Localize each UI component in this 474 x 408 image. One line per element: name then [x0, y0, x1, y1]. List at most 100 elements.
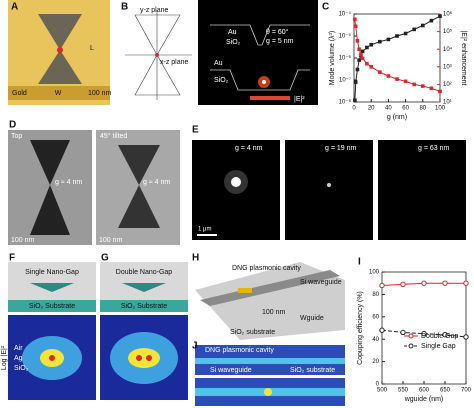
y-tick-label: 10⁻⁴: [339, 11, 352, 18]
colorbar: [250, 96, 290, 100]
marker: [403, 31, 408, 36]
label: W: [55, 90, 62, 97]
label: Air: [14, 345, 23, 352]
bowtie: [122, 283, 166, 292]
panel-label: I: [358, 257, 361, 268]
y-tick-label: 100: [369, 270, 380, 276]
y2-tick-label: 10⁴: [443, 46, 453, 53]
x-tick-label: 40: [385, 106, 392, 112]
marker: [386, 37, 391, 42]
legend-marker: [408, 333, 414, 339]
panel-label: B: [121, 2, 128, 13]
gold-layer: [8, 86, 110, 100]
marker: [412, 82, 416, 87]
x-tick-label: 20: [368, 106, 375, 112]
label: Single Nano-Gap: [25, 269, 79, 276]
x-tick-label: 500: [377, 388, 388, 394]
glow-core: [231, 177, 241, 187]
x-tick-label: 550: [398, 388, 409, 394]
label: 100 nm: [99, 237, 123, 244]
marker: [355, 67, 360, 72]
label: Double Nano-Gap: [116, 269, 173, 276]
marker: [353, 80, 358, 84]
marker: [360, 49, 365, 54]
x-tick-label: 0: [352, 106, 356, 112]
marker: [442, 280, 448, 286]
x-tick-label: 100: [435, 106, 446, 112]
x-tick-label: 600: [419, 388, 430, 394]
label: SiO₂: [214, 77, 229, 84]
y-tick-label: 60: [372, 314, 379, 320]
field: [136, 355, 142, 361]
label: L: [90, 45, 94, 52]
label: SiO₂: [226, 39, 241, 46]
marker: [378, 70, 382, 74]
label: Au: [228, 29, 237, 36]
y-axis-label: Copuping efficiency (%): [357, 291, 364, 365]
y2-tick-label: 10⁵: [443, 28, 453, 35]
marker: [412, 27, 416, 32]
gap-spot: [155, 53, 159, 57]
x-tick-label: 700: [461, 388, 472, 394]
marker: [378, 39, 382, 44]
label: |E|²: [294, 96, 305, 103]
y-tick-label: 10⁻⁸: [339, 99, 352, 106]
cavity: [238, 288, 252, 293]
label: g ≈ 4 nm: [143, 179, 170, 186]
panel-label: C: [322, 2, 329, 13]
profile: [210, 69, 310, 91]
marker: [421, 84, 425, 88]
y-tick-label: 10⁻⁵: [339, 33, 352, 40]
bowtie-top: [38, 14, 82, 50]
panel-b-right: [198, 0, 318, 105]
panel-b-left: [118, 0, 198, 105]
marker: [360, 56, 365, 61]
waveguide-mode: [195, 358, 345, 364]
marker: [421, 330, 427, 337]
marker: [429, 86, 434, 91]
label: SiO₂ Substrate: [29, 303, 75, 310]
panel-label: D: [9, 120, 16, 131]
legend-marker: [408, 343, 414, 349]
x-tick-label: 60: [402, 106, 409, 112]
marker: [463, 280, 469, 286]
label: DNG plasmonic cavity: [205, 347, 274, 354]
field-core: [262, 80, 266, 84]
x-axis-label: wguide (nm): [404, 396, 444, 403]
marker: [403, 79, 408, 84]
label: θ = 60°: [266, 28, 289, 36]
legend-label: Single Gap: [421, 343, 456, 350]
gap-spot: [57, 47, 63, 53]
label: DNG plasmonic cavity: [232, 265, 301, 272]
series-line: [354, 15, 441, 101]
marker: [365, 61, 369, 66]
marker: [353, 24, 358, 29]
label: 100 nm: [88, 90, 112, 97]
y-tick-label: 10⁻⁶: [339, 55, 352, 62]
marker: [357, 47, 361, 51]
scale-bar: [197, 234, 217, 236]
label: g = 4 nm: [235, 145, 263, 152]
bowtie-bottom: [38, 50, 82, 84]
x-axis-label: g (nm): [387, 114, 407, 121]
image: [378, 140, 466, 240]
panel-label: G: [101, 253, 109, 264]
bowtie: [118, 145, 160, 228]
label: Wguide: [300, 315, 324, 322]
substrate: [100, 300, 188, 312]
marker: [438, 89, 442, 94]
marker: [395, 34, 399, 38]
label: g = 63 nm: [418, 145, 449, 152]
profile: [210, 24, 310, 46]
y-axis-label: Mode volume (λ³): [329, 31, 336, 85]
field: [49, 355, 55, 361]
glow-core: [327, 183, 331, 187]
panel-label: F: [9, 253, 15, 264]
plot-frame: [381, 271, 467, 385]
panel-label: A: [11, 2, 18, 13]
panel-label: E: [192, 125, 199, 136]
label: Au: [214, 60, 223, 67]
field: [146, 355, 152, 361]
marker: [400, 329, 406, 336]
